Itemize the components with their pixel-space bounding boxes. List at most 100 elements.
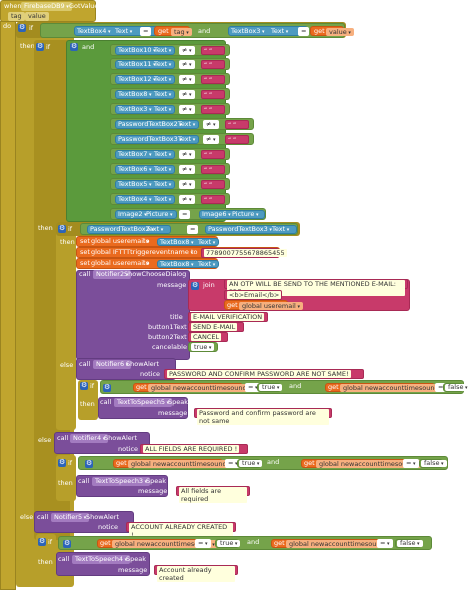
property-dropdown[interactable]: Text: [154, 75, 171, 85]
property-dropdown[interactable]: Text: [154, 195, 171, 205]
empty-string[interactable]: “ ”: [201, 60, 225, 69]
event-block[interactable]: when FirebaseDB9 GotValue tag value: [0, 0, 98, 22]
property-dropdown[interactable]: Text: [198, 260, 215, 270]
neq-operator[interactable]: ≠: [179, 165, 195, 174]
passwordtextbox2-text-getter[interactable]: PasswordTextBox2 Text: [87, 225, 171, 234]
notice-string[interactable]: ACCOUNT ALREADY CREATED !: [126, 522, 236, 539]
cancelable-true-block[interactable]: true: [188, 342, 218, 352]
component-dropdown[interactable]: PasswordTextBox3: [118, 135, 182, 145]
textbox-text-getter[interactable]: PasswordTextBox3Text: [115, 135, 199, 144]
eq-operator[interactable]: =: [245, 383, 261, 392]
textbox-text-getter[interactable]: TextBox6Text: [115, 165, 175, 174]
get-sound-var[interactable]: get global newaccounttimesound: [301, 459, 422, 468]
eq-operator[interactable]: =: [435, 383, 451, 392]
bool-true[interactable]: true: [237, 459, 263, 468]
string-value[interactable]: Password and confirm password are not sa…: [197, 409, 329, 425]
password-if-block[interactable]: [56, 222, 76, 430]
gear-icon[interactable]: [58, 224, 66, 233]
textbox8-text-getter[interactable]: TextBox8 Text: [157, 260, 219, 268]
eq-operator[interactable]: =: [377, 539, 393, 548]
passwordtextbox3-text-getter[interactable]: PasswordTextBox3 Text: [205, 225, 297, 234]
eq-operator[interactable]: =: [298, 27, 310, 36]
textbox-text-getter[interactable]: PasswordTextBox2Text: [115, 120, 199, 129]
property-dropdown[interactable]: Text: [154, 90, 171, 100]
string-value[interactable]: ACCOUNT ALREADY CREATED !: [129, 523, 233, 539]
notifier4-dropdown[interactable]: Notifier4: [70, 434, 109, 443]
set-useremail-block-2[interactable]: set global useremail to TextBox8 Text: [76, 258, 219, 269]
property-dropdown[interactable]: Text: [115, 27, 132, 37]
and-list-block[interactable]: [66, 40, 226, 222]
component-dropdown[interactable]: PasswordTextBox2: [118, 120, 182, 130]
eq-operator[interactable]: =: [140, 27, 152, 36]
notice-string[interactable]: ALL FIELDS ARE REQUIRED !: [140, 444, 248, 454]
component-dropdown[interactable]: TextBox12: [118, 75, 156, 85]
message-string[interactable]: Password and confirm password are not sa…: [194, 408, 332, 425]
property-dropdown[interactable]: Text: [146, 225, 163, 235]
neq-compare-block[interactable]: TextBox10Text ≠ “ ”: [110, 44, 230, 56]
textbox-text-getter[interactable]: TextBox7Text: [115, 150, 175, 159]
neq-operator[interactable]: ≠: [179, 90, 195, 99]
empty-string[interactable]: “ ”: [225, 135, 249, 144]
eq-operator[interactable]: =: [187, 225, 199, 234]
string-value[interactable]: CANCEL: [191, 333, 222, 341]
property-dropdown[interactable]: Text: [154, 180, 171, 190]
gear-icon[interactable]: [70, 42, 78, 51]
message-string[interactable]: Account already created: [154, 565, 238, 582]
variable-dropdown[interactable]: global newaccounttimesound: [148, 384, 254, 392]
component-dropdown[interactable]: TextBox3: [231, 27, 264, 37]
notifier6-dropdown[interactable]: Notifier6: [93, 360, 132, 369]
empty-string[interactable]: “ ”: [225, 120, 249, 129]
string-value[interactable]: SEND E-MAIL: [191, 323, 238, 331]
empty-string[interactable]: “ ”: [201, 150, 225, 159]
gear-icon[interactable]: [103, 383, 111, 392]
sound-and-block-2[interactable]: get global newaccounttimesound = true an…: [78, 456, 448, 470]
gear-icon[interactable]: [80, 381, 88, 390]
neq-compare-block[interactable]: TextBox7Text ≠ “ ”: [110, 148, 230, 160]
eq-operator[interactable]: =: [403, 459, 419, 468]
param-tag[interactable]: tag: [8, 12, 25, 21]
sound-and-block-3[interactable]: get global newaccounttimesound = true an…: [58, 536, 432, 550]
textbox-text-getter[interactable]: TextBox8Text: [115, 90, 175, 99]
textbox-text-getter[interactable]: TextBox4Text: [115, 195, 175, 204]
neq-operator[interactable]: ≠: [179, 150, 195, 159]
notifier5-dropdown[interactable]: Notifier5: [51, 513, 90, 522]
get-sound-var[interactable]: get global newaccounttimesound: [325, 383, 446, 392]
variable-dropdown[interactable]: global newaccounttimesound: [128, 460, 234, 468]
empty-string[interactable]: “ ”: [201, 195, 225, 204]
property-dropdown[interactable]: Text: [198, 238, 215, 248]
get-sound-var[interactable]: get global newaccounttimesound: [271, 539, 392, 548]
bool-dropdown[interactable]: true: [191, 343, 215, 351]
component-dropdown[interactable]: TextBox8: [160, 260, 193, 270]
gear-icon[interactable]: [63, 539, 71, 548]
property-dropdown[interactable]: Text: [154, 46, 171, 56]
gear-icon[interactable]: [18, 23, 26, 32]
bool-dropdown[interactable]: true: [239, 460, 263, 467]
notifier2-dropdown[interactable]: Notifier2: [93, 270, 132, 279]
empty-string[interactable]: “ ”: [201, 75, 225, 84]
get-value-block[interactable]: get value: [310, 26, 354, 36]
bool-dropdown[interactable]: false: [421, 460, 447, 467]
neq-operator[interactable]: ≠: [179, 46, 195, 55]
gear-icon[interactable]: [85, 459, 93, 468]
textbox-text-getter[interactable]: TextBox11Text: [115, 60, 175, 69]
string-value[interactable]: <b>Email</b>: [227, 291, 282, 299]
property-dropdown[interactable]: Picture: [146, 210, 172, 220]
empty-string[interactable]: “ ”: [201, 105, 225, 114]
neq-operator[interactable]: ≠: [179, 105, 195, 114]
title-string[interactable]: E-MAIL VERIFICATION: [188, 312, 268, 322]
textbox-text-getter[interactable]: TextBox10Text: [115, 46, 175, 55]
textbox3-text-getter[interactable]: TextBox3 Text: [228, 26, 308, 36]
bool-dropdown[interactable]: false: [445, 384, 471, 391]
get-useremail-block[interactable]: get global useremail: [224, 300, 303, 310]
button2-string[interactable]: CANCEL: [188, 332, 228, 342]
gear-icon[interactable]: [38, 537, 46, 546]
eq-operator[interactable]: =: [195, 539, 211, 548]
textbox-text-getter[interactable]: TextBox5Text: [115, 180, 175, 189]
image2-picture-getter[interactable]: Image2 Picture: [115, 210, 177, 219]
tts5-dropdown[interactable]: TextToSpeech5: [114, 398, 173, 407]
get-tag-block[interactable]: get tag: [154, 26, 192, 36]
event-component-dropdown[interactable]: FirebaseDB9: [21, 2, 72, 11]
password-compare-block[interactable]: PasswordTextBox2 Text = PasswordTextBox3…: [80, 223, 298, 235]
eq-operator[interactable]: =: [225, 459, 241, 468]
neq-operator[interactable]: ≠: [179, 180, 195, 189]
